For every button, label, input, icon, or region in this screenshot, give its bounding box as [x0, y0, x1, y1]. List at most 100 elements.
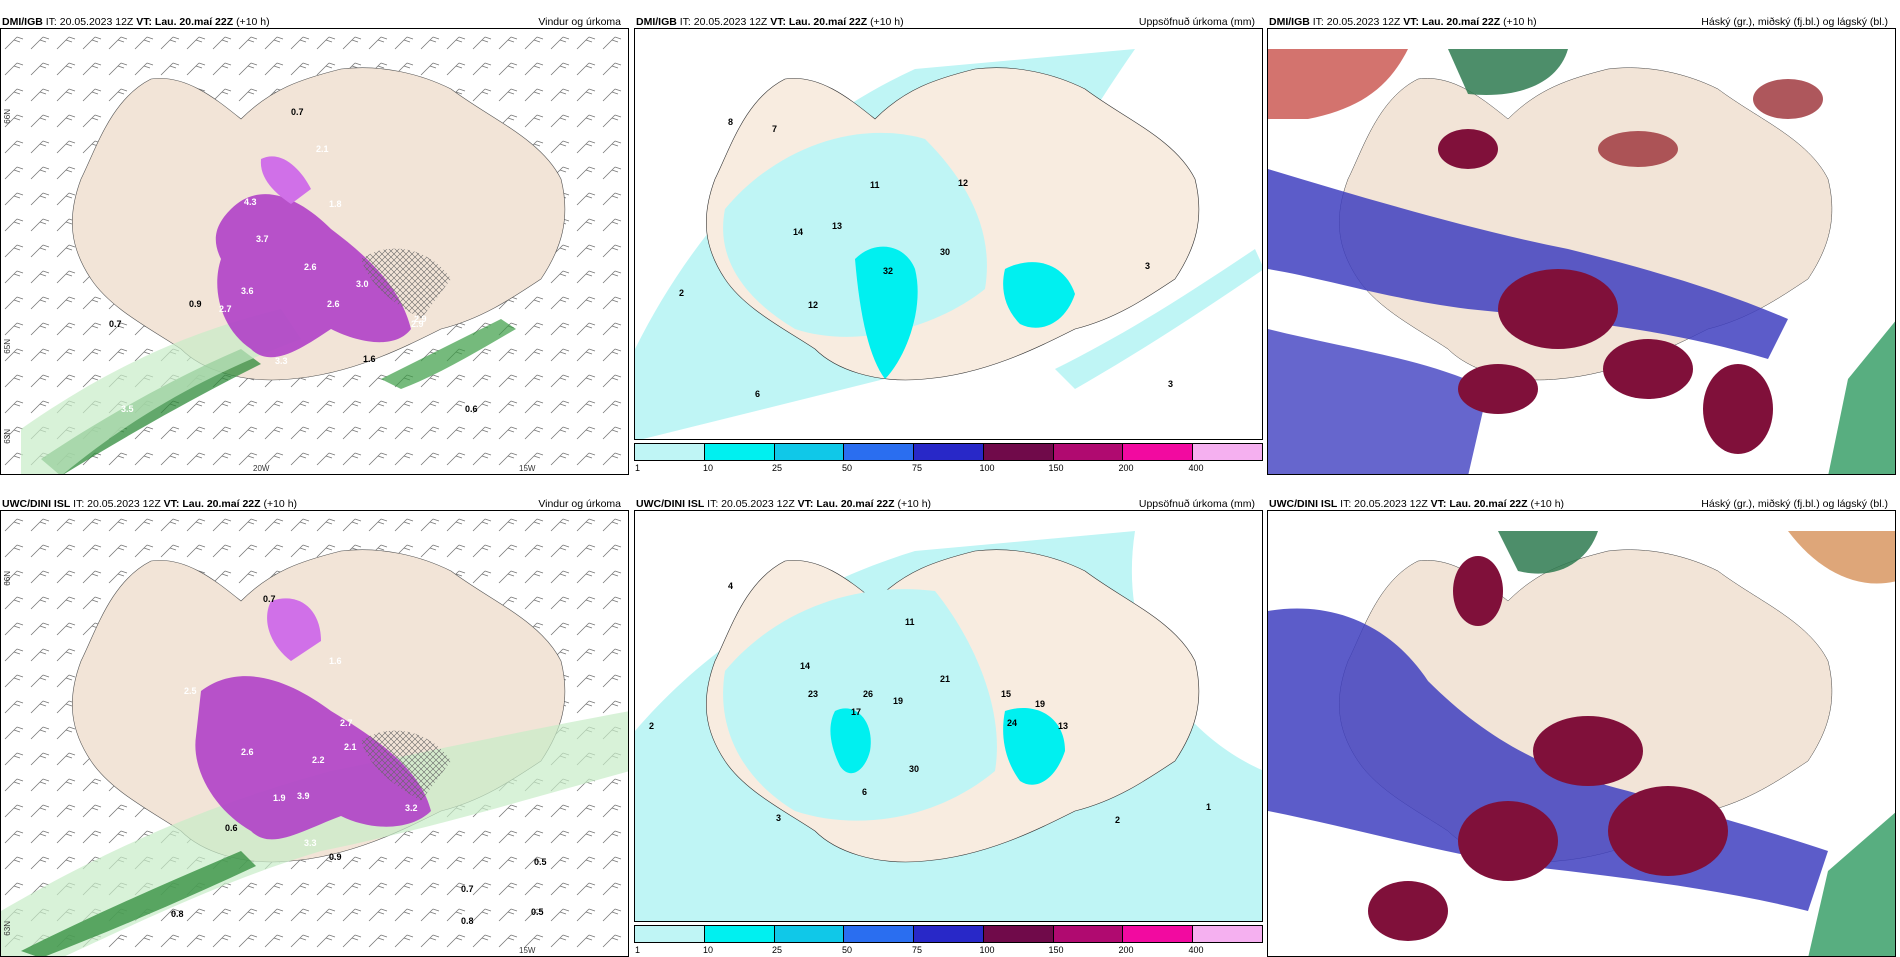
- accum-label: 15: [1001, 689, 1012, 699]
- precip-label: 0.7: [461, 884, 474, 894]
- valid-time: VT: Lau. 20.maí 22Z: [136, 16, 234, 28]
- init-time: IT: 20.05.2023 12Z: [73, 498, 161, 510]
- precip-label: 4.3: [244, 197, 257, 207]
- purple-precip-area: [215, 194, 411, 358]
- high-cloud-patch: [1598, 131, 1678, 167]
- colorbar: 1 10 25 50 75 100 150 200 400: [634, 925, 1263, 955]
- precip-label: 2.6: [327, 299, 340, 309]
- colorbar-tick: 25: [771, 945, 783, 955]
- colorbar-tick: 150: [1048, 463, 1064, 473]
- colorbar-tick: 1: [635, 945, 641, 955]
- colorbar: 1 10 25 50 75 100 150 200 400: [634, 443, 1263, 473]
- accum-label: 13: [832, 221, 843, 231]
- accum-label: 2: [679, 288, 685, 298]
- mid-cloud-patch: [1458, 801, 1558, 881]
- precip-label: 1.6: [363, 354, 376, 364]
- lon-label: 15W: [519, 464, 536, 473]
- model-source: DMI/IGB: [2, 16, 43, 28]
- colorbar-cell: [704, 444, 775, 460]
- colorbar-tick: 50: [841, 463, 853, 473]
- accum-label: 12: [808, 300, 819, 310]
- cyan-precip-area-2: [1003, 707, 1065, 785]
- model-source: UWC/DINI ISL: [1269, 498, 1338, 510]
- mid-cloud-patch: [1533, 716, 1643, 786]
- accum-precip-map: 8 7 11 12 14 13 30 32 2 12 3 6 3: [634, 28, 1263, 440]
- valid-time: VT: Lau. 20.maí 22Z: [797, 498, 895, 510]
- accum-label: 3: [776, 813, 782, 823]
- colorbar-cells: [634, 925, 1263, 943]
- cyan-precip-area-2: [1003, 262, 1075, 328]
- panel-header: DMI/IGB IT: 20.05.2023 12Z VT: Lau. 20.m…: [1269, 16, 1894, 30]
- lead-time: (+10 h): [1530, 498, 1565, 510]
- panel-title: Háský (gr.), miðský (fj.bl.) og lágský (…: [1701, 498, 1888, 510]
- cyan-precip-area: [830, 708, 871, 774]
- precip-label: 2.9: [414, 314, 427, 324]
- accum-label: 6: [755, 389, 761, 399]
- accum-label: 8: [728, 117, 734, 127]
- precip-label: 2.5: [184, 686, 197, 696]
- precip-label: 3.0: [356, 279, 369, 289]
- wind-precip-map: 0.7 2.5 2.6 1.9 3.9 2.2 2.1 2.7 3.2 3.3 …: [0, 510, 629, 957]
- colorbar-tick: 75: [911, 945, 923, 955]
- precip-label: 0.7: [263, 594, 276, 604]
- colorbar-tick: 200: [1118, 945, 1134, 955]
- precip-label: 3.2: [405, 803, 418, 813]
- panel-title: Háský (gr.), miðský (fj.bl.) og lágský (…: [1701, 16, 1888, 28]
- accum-label: 17: [851, 707, 862, 717]
- accum-label: 19: [1035, 699, 1046, 709]
- colorbar-cell: [844, 444, 915, 460]
- init-time: IT: 20.05.2023 12Z: [1340, 498, 1428, 510]
- accum-label: 6: [862, 787, 868, 797]
- accum-precip-layer: [635, 511, 1262, 921]
- cyan-precip-area: [855, 246, 918, 379]
- accum-label: 3: [1145, 261, 1151, 271]
- low-cloud-field-2: [1268, 329, 1488, 474]
- accum-label: 4: [728, 581, 734, 591]
- lat-label: 66N: [3, 571, 12, 586]
- mid-cloud-patch: [1453, 556, 1503, 626]
- colorbar-cell: [635, 926, 705, 942]
- colorbar-cell: [983, 926, 1054, 942]
- high-cloud-patch: [1753, 79, 1823, 119]
- green-precip-light: [21, 309, 301, 474]
- lead-time: (+10 h): [897, 498, 932, 510]
- cloud-layer: [1268, 511, 1895, 956]
- accum-precip-map: 2 4 11 14 23 26 21 19 15 24 19 13 30 17 …: [634, 510, 1263, 922]
- accum-label: 13: [1058, 721, 1069, 731]
- panel-title: Uppsöfnuð úrkoma (mm): [1138, 498, 1255, 510]
- colorbar-cell: [1193, 926, 1263, 942]
- init-time: IT: 20.05.2023 12Z: [707, 498, 795, 510]
- cloud-layer: [1268, 29, 1895, 474]
- colorbar-cell: [1123, 444, 1194, 460]
- colorbar-cell: [844, 926, 915, 942]
- colorbar-cell: [1123, 926, 1194, 942]
- swath-band: [1055, 249, 1262, 389]
- panel-header: DMI/IGB IT: 20.05.2023 12Z VT: Lau. 20.m…: [2, 16, 627, 30]
- colorbar-tick: 25: [771, 463, 783, 473]
- precip-label: 0.8: [461, 916, 474, 926]
- mid-cloud-patch: [1498, 269, 1618, 349]
- high-cloud-field: [1268, 49, 1408, 119]
- lat-label: 65N: [3, 339, 12, 354]
- accum-label: 14: [800, 661, 811, 671]
- precip-label: 2.7: [219, 304, 232, 314]
- colorbar-tick: 10: [702, 945, 714, 955]
- accum-precip-layer: [635, 29, 1262, 439]
- model-source: UWC/DINI ISL: [2, 498, 71, 510]
- colorbar-tick: 200: [1118, 463, 1134, 473]
- accum-label: 11: [905, 617, 915, 627]
- precip-label: 2.6: [241, 747, 254, 757]
- mid-cloud-patch: [1703, 364, 1773, 454]
- lead-time: (+10 h): [236, 16, 270, 28]
- light-precip-over-land: [723, 132, 987, 337]
- precip-label: 0.6: [465, 404, 478, 414]
- panel-header: DMI/IGB IT: 20.05.2023 12Z VT: Lau. 20.m…: [636, 16, 1261, 30]
- precip-label: 2.2: [312, 755, 325, 765]
- valid-time: VT: Lau. 20.maí 22Z: [1403, 16, 1501, 28]
- green-precip-band-2: [381, 319, 516, 389]
- accum-label: 30: [940, 247, 951, 257]
- lead-time: (+10 h): [870, 16, 904, 28]
- high-cloud-field: [1498, 531, 1598, 574]
- lead-time: (+10 h): [263, 498, 298, 510]
- colorbar-tick: 150: [1048, 945, 1064, 955]
